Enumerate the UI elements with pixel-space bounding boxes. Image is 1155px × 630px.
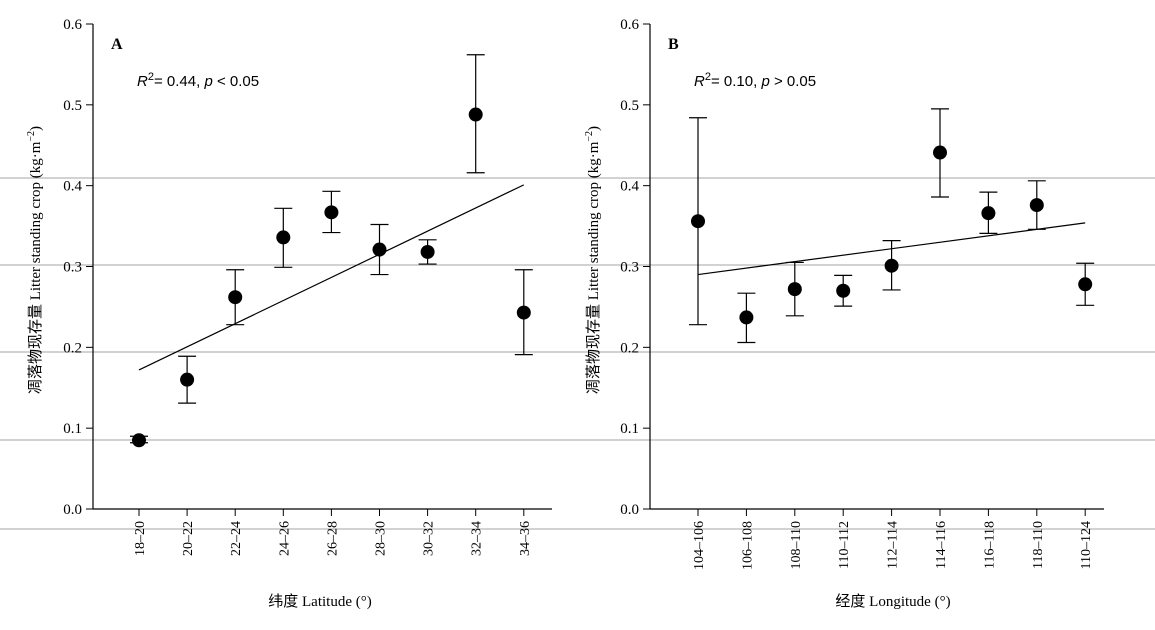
data-point (981, 206, 996, 221)
p-value: < 0.05 (213, 73, 259, 90)
y-tick-label: 0.0 (620, 502, 639, 518)
data-point (180, 372, 195, 387)
stats-annotation: R2= 0.44, p < 0.05 (137, 71, 259, 90)
y-tick-label: 0.4 (63, 179, 82, 195)
y-tick-label: 0.6 (620, 17, 639, 33)
x-axis-label-en: Latitude (°) (302, 594, 372, 610)
data-point (372, 242, 387, 257)
x-tick-label: 24–26 (277, 521, 292, 556)
y-tick-label: 0.4 (620, 179, 639, 195)
r-label: R (694, 73, 705, 90)
x-axis-label-cn: 纬度 (268, 593, 302, 610)
y-axis-label: 凋落物现存量 Litter standing crop (kg·m−2) (26, 126, 44, 394)
panel-a: 0.0 0.1 0.2 0.3 0.4 0.5 0.6 18–20 20–22 22–24 24–2… (26, 17, 552, 610)
data-point (1078, 277, 1093, 292)
x-tick-label: 34–36 (518, 521, 533, 556)
x-tick-label: 30–32 (422, 521, 437, 556)
y-tick-label: 0.0 (63, 502, 82, 518)
data-point (691, 214, 705, 229)
panel-label: A (111, 36, 123, 53)
x-tick-label: 104–106 (692, 521, 707, 570)
data-point (228, 290, 243, 305)
y-tick-label: 0.5 (63, 98, 82, 114)
x-axis-label: 纬度 Latitude (°) (268, 593, 372, 610)
x-tick-label: 26–28 (325, 521, 340, 556)
y-axis-label-close: ) (28, 126, 44, 131)
y-tick-label: 0.6 (63, 17, 82, 33)
r-value: = 0.44, (154, 73, 204, 90)
y-axis-label-en: Litter standing crop (kg·m (28, 141, 44, 300)
data-point (787, 282, 802, 297)
x-tick-label: 116–118 (982, 521, 997, 569)
y-tick-label: 0.1 (620, 421, 639, 437)
y-axis-label-en: Litter standing crop (kg·m (586, 141, 602, 300)
r-value: = 0.10, (711, 73, 761, 90)
y-tick-label: 0.3 (620, 260, 639, 276)
x-tick-label: 114–116 (934, 521, 949, 569)
y-axis-label-sup: −2 (584, 131, 595, 142)
y-tick-label: 0.3 (63, 260, 82, 276)
x-tick-label: 112–114 (886, 521, 901, 569)
y-tick-label: 0.5 (620, 98, 639, 114)
x-tick-label: 20–22 (181, 521, 196, 556)
y-axis-label: 凋落物现存量 Litter standing crop (kg·m−2) (584, 126, 602, 394)
y-axis-label-cn: 凋落物现存量 (585, 300, 602, 394)
data-point (324, 205, 339, 220)
x-axis-label-en: Longitude (°) (869, 594, 950, 610)
y-axis-label-sup: −2 (26, 131, 37, 142)
x-tick-label: 110–112 (837, 521, 852, 569)
y-tick-label: 0.2 (63, 340, 82, 356)
x-tick-label: 22–24 (229, 521, 244, 556)
x-tick-label: 108–110 (789, 521, 804, 569)
x-axis-label: 经度 Longitude (°) (835, 593, 950, 610)
x-tick-label: 18–20 (133, 521, 148, 556)
y-axis-label-cn: 凋落物现存量 (27, 300, 44, 394)
data-point (420, 244, 435, 259)
data-point (468, 107, 483, 122)
stats-annotation: R2= 0.10, p > 0.05 (694, 71, 816, 90)
p-value: > 0.05 (770, 73, 816, 90)
panel-label: B (668, 36, 679, 53)
panel-b: 0.0 0.1 0.2 0.3 0.4 0.5 0.6 104–106 106–108 108–1… (584, 17, 1104, 610)
data-point (1029, 198, 1044, 213)
x-tick-label: 118–110 (1031, 521, 1046, 569)
background-lines (0, 177, 1155, 530)
data-point (884, 258, 899, 273)
x-tick-label: 106–108 (740, 521, 755, 570)
x-tick-label: 32–34 (470, 521, 485, 556)
data-point (516, 305, 531, 320)
p-label: p (760, 73, 769, 90)
p-label: p (203, 73, 212, 90)
y-axis-label-close: ) (586, 126, 602, 131)
data-point (836, 283, 851, 298)
y-tick-label: 0.1 (63, 421, 82, 437)
y-tick-label: 0.2 (620, 340, 639, 356)
data-point (739, 310, 754, 325)
r-label: R (137, 73, 148, 90)
r-sup: 2 (148, 71, 154, 83)
x-tick-label: 28–30 (374, 521, 389, 556)
data-point (132, 433, 146, 448)
data-point (276, 230, 291, 245)
data-point (933, 145, 947, 160)
r-sup: 2 (705, 71, 711, 83)
x-axis-label-cn: 经度 (835, 593, 869, 610)
x-tick-label: 110–124 (1079, 521, 1094, 569)
trendline (138, 184, 525, 371)
